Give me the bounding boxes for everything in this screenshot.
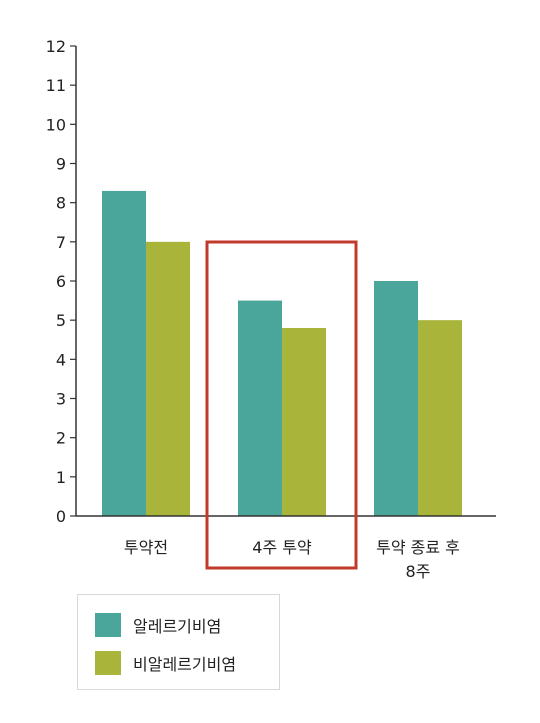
bar-allergic-2 (374, 281, 418, 516)
legend-item-allergic: 알레르기비염 (95, 613, 221, 637)
legend-label-allergic: 알레르기비염 (133, 617, 222, 636)
legend-swatch-nonallergic (95, 651, 121, 675)
highlight-rect (205, 240, 358, 570)
y-tick-label: 12 (46, 37, 66, 56)
y-tick-label: 9 (56, 155, 66, 174)
y-tick-label: 8 (56, 194, 66, 213)
y-tick-label: 5 (56, 311, 66, 330)
y-tick-label: 4 (56, 350, 66, 369)
legend: 알레르기비염 비알레르기비염 (77, 594, 280, 690)
bar-nonallergic-1 (282, 328, 326, 516)
y-tick-label: 11 (46, 76, 66, 95)
y-tick-label: 1 (56, 468, 66, 487)
bar-allergic-1 (238, 300, 282, 516)
y-tick-label: 6 (56, 272, 66, 291)
bar-allergic-0 (102, 190, 146, 516)
y-tick-label: 0 (56, 507, 66, 526)
bar-nonallergic-2 (418, 320, 462, 516)
x-category-label: 4주 투약 (252, 538, 312, 557)
legend-item-nonallergic: 비알레르기비염 (95, 651, 236, 675)
x-category-label: 8주 (406, 562, 431, 581)
legend-label-nonallergic: 비알레르기비염 (133, 655, 237, 674)
y-tick-label: 2 (56, 429, 66, 448)
x-axis: 투약전 4주 투약 투약 종료 후 8주 (76, 515, 496, 581)
bars (102, 190, 462, 517)
bar-nonallergic-0 (146, 241, 190, 517)
highlight-box (205, 240, 358, 570)
y-tick-label: 7 (56, 233, 66, 252)
legend-swatch-allergic (95, 613, 121, 637)
y-tick-label: 3 (56, 390, 66, 409)
y-tick-label: 10 (46, 115, 66, 134)
x-category-label: 투약전 (124, 538, 168, 557)
x-category-label: 투약 종료 후 (376, 538, 460, 557)
